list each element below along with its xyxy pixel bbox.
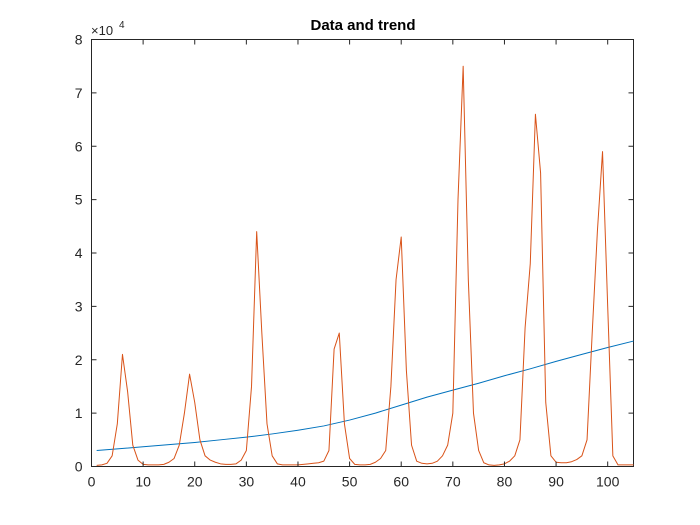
y-exponent-power: 4 [119, 20, 125, 31]
y-axis: 0 1 2 3 4 5 6 7 8 [75, 32, 634, 475]
x-tick-label: 20 [187, 474, 203, 490]
x-axis: 0 10 20 30 40 50 60 70 80 90 100 [88, 39, 620, 490]
plot-area [91, 39, 634, 467]
x-tick-label: 70 [445, 474, 461, 490]
y-tick-label: 8 [75, 32, 83, 48]
x-tick-label: 80 [497, 474, 513, 490]
x-tick-label: 10 [135, 474, 151, 490]
x-tick-label: 40 [290, 474, 306, 490]
x-tick-label: 0 [88, 474, 96, 490]
y-tick-label: 5 [75, 192, 83, 208]
y-tick-label: 4 [75, 245, 83, 261]
x-tick-label: 50 [342, 474, 358, 490]
y-tick-label: 0 [75, 459, 83, 475]
y-tick-label: 2 [75, 352, 83, 368]
series-line-2 [96, 65, 634, 466]
y-tick-label: 7 [75, 85, 83, 101]
y-tick-label: 6 [75, 138, 83, 154]
x-tick-label: 100 [596, 474, 620, 490]
y-tick-label: 1 [75, 405, 83, 421]
x-tick-label: 90 [548, 474, 564, 490]
x-tick-label: 30 [239, 474, 255, 490]
y-exponent-label: ×10 4 [91, 20, 125, 38]
x-tick-label: 60 [393, 474, 409, 490]
plot-lines [96, 65, 634, 466]
y-exponent-base: ×10 [91, 23, 113, 38]
series-line-1 [96, 340, 634, 451]
y-tick-label: 3 [75, 298, 83, 314]
chart-title: Data and trend [310, 17, 415, 34]
